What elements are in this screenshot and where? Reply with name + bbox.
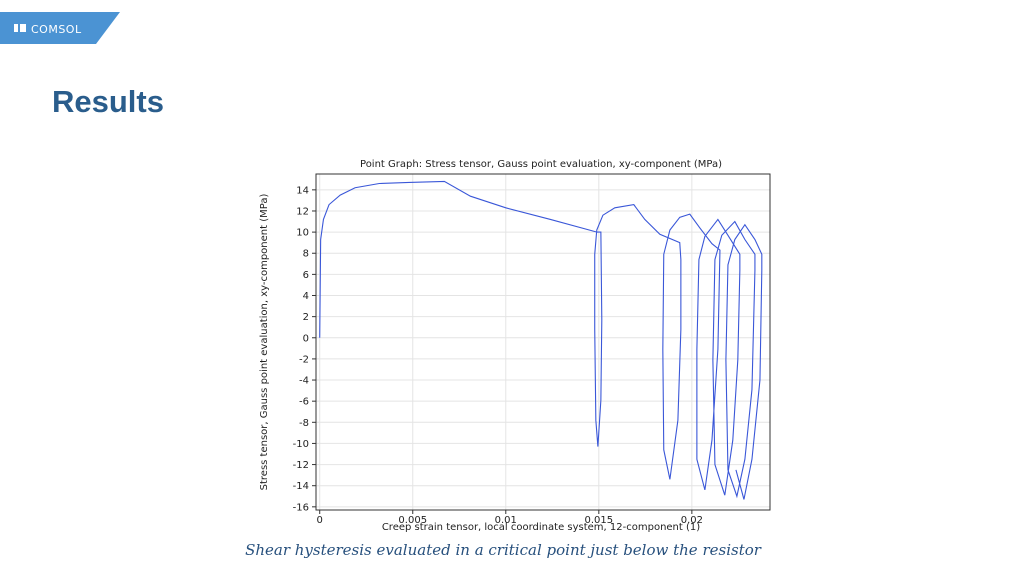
y-tick-label: 8 bbox=[303, 249, 309, 260]
y-tick-label: -10 bbox=[293, 439, 309, 450]
logo-text: COMSOL bbox=[31, 23, 82, 36]
y-tick-label: -14 bbox=[293, 481, 309, 492]
x-tick-label: 0.015 bbox=[584, 515, 613, 526]
y-tick-label: 14 bbox=[296, 185, 309, 196]
logo-bg bbox=[0, 12, 120, 44]
data-line bbox=[319, 180, 763, 500]
chart: Point Graph: Stress tensor, Gauss point … bbox=[259, 159, 771, 533]
y-tick-label: 2 bbox=[303, 312, 309, 323]
plot-frame bbox=[315, 173, 771, 511]
y-tick-label: -8 bbox=[299, 418, 309, 429]
x-axis-label: Creep strain tensor, local coordinate sy… bbox=[382, 522, 700, 533]
x-tick-label: 0 bbox=[317, 515, 323, 526]
logo-icon bbox=[14, 24, 18, 32]
caption: Shear hysteresis evaluated in a critical… bbox=[245, 541, 761, 559]
y-tick-label: 4 bbox=[303, 291, 309, 302]
logo: COMSOL bbox=[0, 12, 120, 44]
x-tick-label: 0.01 bbox=[495, 515, 517, 526]
y-tick-label: -4 bbox=[299, 376, 309, 387]
y-tick-label: -2 bbox=[299, 354, 309, 365]
y-tick-label: -6 bbox=[299, 397, 309, 408]
y-tick-label: 12 bbox=[296, 206, 309, 217]
chart-title: Point Graph: Stress tensor, Gauss point … bbox=[360, 159, 722, 170]
y-axis-label: Stress tensor, Gauss point evaluation, x… bbox=[259, 194, 270, 491]
x-tick-label: 0.02 bbox=[681, 515, 703, 526]
y-tick-label: -16 bbox=[293, 502, 309, 513]
page-title: Results bbox=[52, 84, 164, 119]
y-tick-label: 6 bbox=[303, 270, 309, 281]
x-tick-label: 0.005 bbox=[398, 515, 427, 526]
logo-icon bbox=[20, 24, 26, 32]
y-tick-label: 0 bbox=[303, 333, 309, 344]
y-tick-label: -12 bbox=[293, 460, 309, 471]
y-tick-label: 10 bbox=[296, 228, 309, 239]
